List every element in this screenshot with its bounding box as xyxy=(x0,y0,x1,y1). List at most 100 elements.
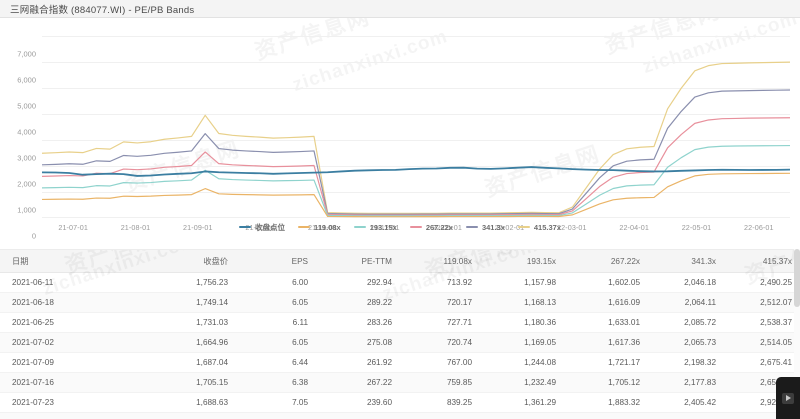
legend-label: 193.15x xyxy=(369,222,397,232)
play-icon[interactable] xyxy=(782,392,794,404)
x-axis-tick-label: 22-06-01 xyxy=(744,223,774,232)
y-axis-tick-label: 2,000 xyxy=(17,179,36,189)
legend-item[interactable]: 193.15x xyxy=(353,222,397,232)
legend-swatch xyxy=(517,226,530,228)
table-row[interactable]: 2021-06-11 1,756.23 6.00 292.94 713.92 1,157.… xyxy=(0,272,800,293)
table-cell: 6.05 xyxy=(236,332,316,353)
table-cell: 2,065.73 xyxy=(648,332,724,353)
table-cell: 1,688.63 xyxy=(138,392,236,413)
legend-item[interactable]: 收盘点位 xyxy=(238,222,285,233)
table-cell: 2021-06-11 xyxy=(0,272,138,293)
table-cell: 727.71 xyxy=(400,312,480,333)
y-axis-tick-label: 6,000 xyxy=(17,75,36,85)
legend-swatch xyxy=(465,226,478,228)
table-cell: 7.05 xyxy=(236,392,316,413)
gridline xyxy=(42,36,790,37)
table-row[interactable]: 2021-07-16 1,705.15 6.38 267.22 759.85 1,232.… xyxy=(0,372,800,393)
table-cell: 1,618.13 xyxy=(138,412,236,419)
table-cell: 239.60 xyxy=(316,392,400,413)
legend-label: 收盘点位 xyxy=(254,222,285,232)
data-table-container[interactable]: 资产信息网 zichanxinxi.com 资产信息网 zichanxinxi.… xyxy=(0,249,800,419)
table-row[interactable]: 2021-07-301,618.136.95232.78827.761,342.… xyxy=(0,412,800,419)
table-cell: 283.26 xyxy=(316,312,400,333)
table-cell: 1,857.52 xyxy=(564,412,648,419)
window-titlebar: 三网融合指数 (884077.WI) - PE/PB Bands xyxy=(0,0,800,18)
table-column-header[interactable]: 收盘价 xyxy=(138,250,236,273)
table-cell: 1,616.09 xyxy=(564,292,648,313)
table-cell: 1,244.08 xyxy=(480,352,564,373)
table-cell: 1,883.32 xyxy=(564,392,648,413)
table-cell: 1,617.36 xyxy=(564,332,648,353)
table-vertical-scrollbar[interactable] xyxy=(794,249,800,419)
table-cell: 2,064.11 xyxy=(648,292,724,313)
table-header-row: 日期 收盘价 EPS PE-TTM 119.08x 193.15x 267.22x 341.3… xyxy=(0,250,800,273)
table-cell: 759.85 xyxy=(400,372,480,393)
gridline xyxy=(42,62,790,63)
table-body: 2021-06-11 1,756.23 6.00 292.94 713.92 1,157.… xyxy=(0,272,800,419)
table-cell: 2,675.41 xyxy=(724,352,800,373)
table-cell: 2,514.05 xyxy=(724,332,800,353)
table-cell: 1,687.04 xyxy=(138,352,236,373)
table-column-header[interactable]: 日期 xyxy=(0,250,138,273)
series-line xyxy=(42,167,790,176)
table-cell: 275.08 xyxy=(316,332,400,353)
table-cell: 2,177.83 xyxy=(648,372,724,393)
table-cell: 827.76 xyxy=(400,412,480,419)
table-cell: 6.05 xyxy=(236,292,316,313)
table-row[interactable]: 2021-07-02 1,664.96 6.05 275.08 720.74 1,169.… xyxy=(0,332,800,353)
table-cell: 767.00 xyxy=(400,352,480,373)
chart-panel: zichanxinxi.com zichanxinxi.com 资产信息网 资产… xyxy=(0,18,800,249)
table-cell: 2021-07-16 xyxy=(0,372,138,393)
table-cell: 289.22 xyxy=(316,292,400,313)
table-cell: 2,512.07 xyxy=(724,292,800,313)
scrollbar-thumb[interactable] xyxy=(794,249,800,307)
chart-legend[interactable]: 收盘点位 119.08x 193.15x 267.22x 341.3x 415.37x xyxy=(0,220,800,234)
legend-swatch xyxy=(297,226,310,228)
legend-item[interactable]: 267.22x xyxy=(409,223,453,232)
table-cell: 2021-07-23 xyxy=(0,392,138,413)
table-column-header[interactable]: 193.15x xyxy=(480,250,564,273)
y-axis-tick-label: 4,000 xyxy=(17,127,36,137)
table-column-header[interactable]: 341.3x xyxy=(648,250,724,273)
y-axis-tick-label: 3,000 xyxy=(17,153,36,163)
table-cell: 2,538.37 xyxy=(724,312,800,333)
table-cell: 1,168.13 xyxy=(480,292,564,313)
media-overlay-widget[interactable] xyxy=(776,377,800,419)
gridline xyxy=(42,166,790,167)
legend-item[interactable]: 415.37x xyxy=(517,223,561,232)
table-cell: 292.94 xyxy=(316,272,400,293)
table-cell: 713.92 xyxy=(400,272,480,293)
table-row[interactable]: 2021-07-09 1,687.04 6.44 261.92 767.00 1,244.… xyxy=(0,352,800,373)
legend-item[interactable]: 119.08x xyxy=(297,222,341,232)
table-row[interactable]: 2021-06-25 1,731.03 6.11 283.26 727.71 1,180.… xyxy=(0,312,800,333)
table-column-header[interactable]: EPS xyxy=(236,250,316,273)
legend-item[interactable]: 341.3x xyxy=(465,223,505,232)
table-cell: 2,198.32 xyxy=(648,352,724,373)
table-cell: 1,705.12 xyxy=(564,372,648,393)
table-column-header[interactable]: 415.37x xyxy=(724,250,800,273)
x-axis-tick-label: 22-03-01 xyxy=(557,223,587,232)
table-row[interactable]: 2021-06-18 1,749.14 6.05 289.22 720.17 1,168.… xyxy=(0,292,800,313)
table-cell: 6.95 xyxy=(236,412,316,419)
table-cell: 2,046.18 xyxy=(648,272,724,293)
table-row[interactable]: 2021-07-23 1,688.63 7.05 239.60 839.25 1,361.… xyxy=(0,392,800,413)
table-cell: 2021-07-02 xyxy=(0,332,138,353)
table-cell: 720.74 xyxy=(400,332,480,353)
gridline xyxy=(42,140,790,141)
table-cell: 1,705.15 xyxy=(138,372,236,393)
table-cell: 1,721.17 xyxy=(564,352,648,373)
series-line xyxy=(42,62,790,213)
series-line xyxy=(42,118,790,215)
y-axis-tick-label: 0 xyxy=(31,231,36,241)
legend-swatch xyxy=(238,226,251,228)
table-column-header[interactable]: 267.22x xyxy=(564,250,648,273)
table-column-header[interactable]: 119.08x xyxy=(400,250,480,273)
table-cell: 232.78 xyxy=(316,412,400,419)
table-column-header[interactable]: PE-TTM xyxy=(316,250,400,273)
table-cell: 1,232.49 xyxy=(480,372,564,393)
table-cell: 1,602.05 xyxy=(564,272,648,293)
x-axis-tick-label: 21-09-01 xyxy=(183,223,213,232)
legend-label: 119.08x xyxy=(313,222,341,232)
x-axis-tick-label: 21-07-01 xyxy=(58,223,88,232)
x-axis-labels: 21-07-01 21-08-01 21-09-01 21-10-01 21-11-01… xyxy=(42,221,790,235)
